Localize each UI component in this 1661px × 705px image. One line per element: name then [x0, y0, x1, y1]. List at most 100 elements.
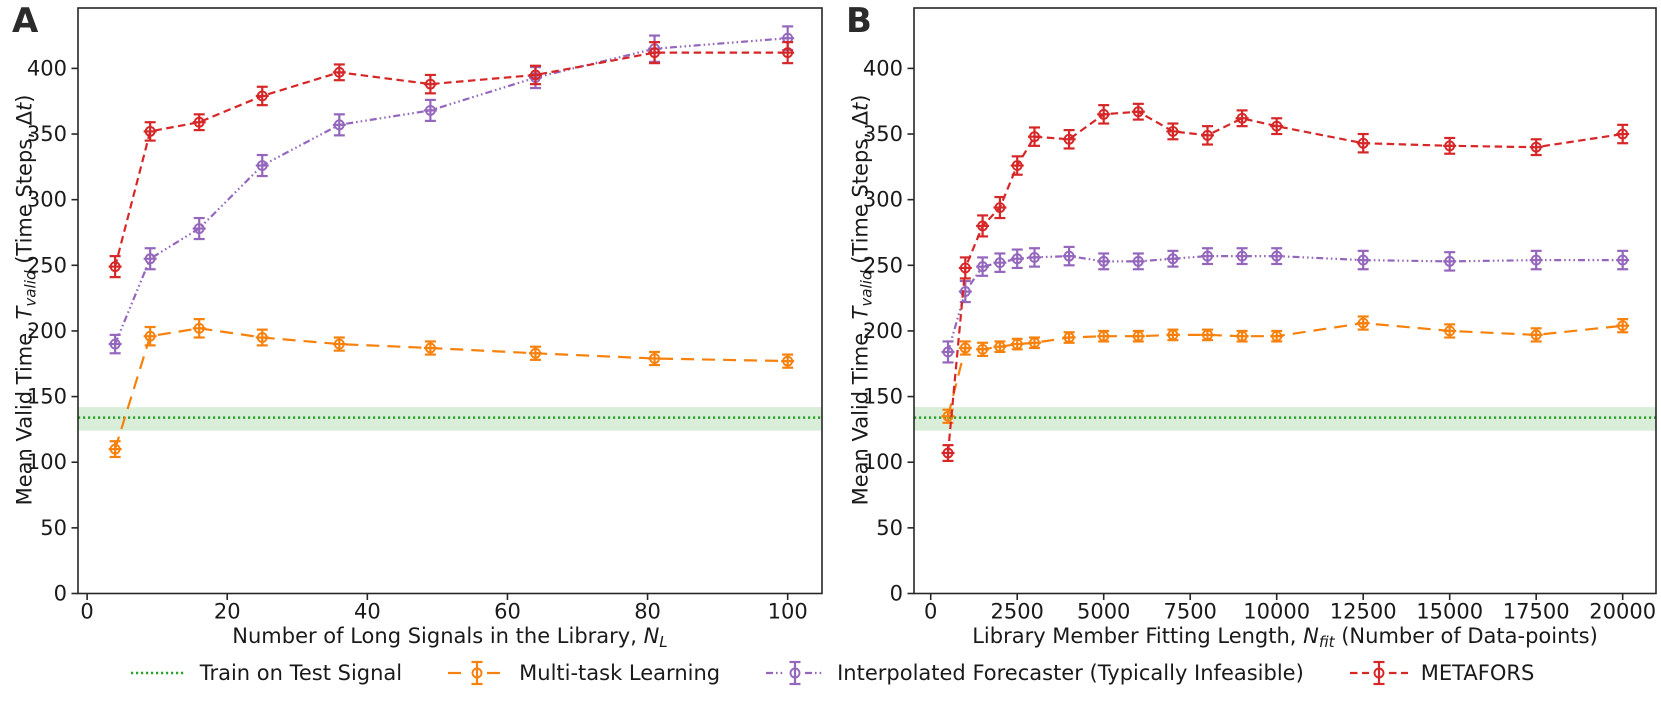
- data-point-marker: [1098, 108, 1110, 120]
- data-point-marker: [1029, 131, 1040, 143]
- data-point-marker: [333, 338, 345, 350]
- data-point-marker: [109, 443, 121, 455]
- axis-title-segment: (Time Steps, Δ: [12, 111, 37, 271]
- data-point-marker: [1236, 250, 1248, 262]
- data-point-marker: [1617, 254, 1629, 266]
- data-point-marker: [1357, 254, 1369, 266]
- data-point-marker: [1132, 330, 1144, 342]
- axis-title-segment: valid: [21, 270, 40, 307]
- series-line: [114, 327, 788, 450]
- x-tick-label: 20000: [1589, 600, 1656, 623]
- axis-title-segment: ): [848, 94, 873, 103]
- data-point-marker: [1271, 250, 1283, 262]
- y-tick-label: 0: [890, 582, 903, 606]
- legend-item-3: Interpolated Forecaster (Typically Infea…: [764, 658, 1304, 688]
- x-tick-label: 60: [494, 600, 521, 623]
- data-point-marker: [424, 104, 436, 116]
- legend-item-2: Multi-task Learning: [446, 658, 720, 688]
- legend-label: METAFORS: [1420, 661, 1535, 685]
- series-metafors: [108, 41, 795, 279]
- y-tick-label: 100: [27, 450, 67, 474]
- data-point-marker: [1271, 330, 1283, 342]
- axis-title-segment: (Time Steps, Δ: [848, 111, 873, 271]
- data-point-marker: [1357, 317, 1369, 329]
- x-tick-label: 12500: [1330, 600, 1397, 623]
- data-point-marker: [109, 261, 121, 273]
- data-point-marker: [782, 47, 794, 59]
- data-point-marker: [1029, 251, 1040, 263]
- data-point-marker: [193, 223, 205, 234]
- axis-title-segment: t: [848, 102, 873, 112]
- data-point-marker: [333, 119, 345, 131]
- data-point-marker: [1098, 330, 1110, 342]
- baseline-band: [78, 407, 822, 431]
- data-point-marker: [649, 353, 661, 364]
- y-tick-label: 350: [27, 122, 67, 146]
- data-point-marker: [649, 47, 661, 59]
- legend-item-1: Train on Test Signal: [127, 658, 402, 688]
- y-tick-label: 50: [876, 516, 903, 540]
- x-tick-label: 10000: [1243, 600, 1310, 623]
- data-point-marker: [1202, 129, 1213, 141]
- axis-title-segment: Library Member Fitting Length,: [972, 624, 1304, 648]
- baseline-band: [914, 407, 1656, 431]
- series-mtl: [941, 315, 1630, 424]
- data-point-marker: [193, 322, 205, 334]
- data-point-marker: [959, 342, 971, 354]
- data-point-marker: [144, 125, 156, 137]
- axis-title-segment: T: [12, 306, 37, 320]
- data-point-marker: [1357, 137, 1369, 149]
- data-point-marker: [193, 116, 205, 128]
- series-metafors: [941, 102, 1630, 463]
- data-point-marker: [994, 341, 1006, 353]
- data-point-marker: [144, 253, 156, 265]
- x-tick-label: 2500: [990, 600, 1043, 623]
- data-point-marker: [256, 160, 268, 171]
- series-line: [946, 321, 1623, 417]
- x-tick-label: 80: [634, 600, 661, 623]
- x-tick-label: 20: [214, 600, 241, 623]
- data-point-marker: [1063, 332, 1075, 343]
- panel-b-plot: 0 2500 5000 7500 10000 12500 15000 17500 20000 0 5…: [863, 7, 1657, 623]
- plot-box: [913, 7, 1657, 595]
- data-point-marker: [1098, 255, 1110, 267]
- y-tick-label: 250: [863, 253, 903, 277]
- x-tick-label: 100: [768, 600, 808, 623]
- panel-a-letter: A: [12, 1, 39, 41]
- data-point-marker: [977, 261, 989, 273]
- axis-title-segment: t: [12, 102, 37, 112]
- data-point-marker: [1530, 254, 1542, 266]
- data-point-marker: [1011, 253, 1023, 265]
- data-point-marker: [256, 90, 268, 102]
- data-point-marker: [333, 66, 345, 78]
- data-point-marker: [1063, 250, 1075, 262]
- data-point-marker: [1444, 255, 1456, 267]
- data-point-marker: [424, 78, 436, 90]
- panel-b-xaxis-title: Library Member Fitting Length, Nfit (Num…: [914, 624, 1656, 651]
- data-point-marker: [1617, 320, 1629, 332]
- data-point-marker: [977, 220, 989, 232]
- legend-label: Train on Test Signal: [199, 661, 403, 685]
- data-point-marker: [1202, 250, 1213, 262]
- panel-b-yaxis-title: Mean Valid Time, Tvalid (Time Steps, Δt): [849, 95, 876, 506]
- y-tick-label: 400: [27, 56, 67, 80]
- series-line: [946, 110, 1623, 454]
- data-point-marker: [959, 286, 971, 298]
- data-point-marker: [1236, 330, 1248, 342]
- x-tick-label: 0: [80, 600, 93, 623]
- data-point-marker: [782, 355, 794, 367]
- legend-errorbar-swatch-icon: [448, 660, 507, 686]
- data-point-marker: [1167, 329, 1179, 341]
- series-line: [114, 51, 788, 267]
- data-point-marker: [424, 342, 436, 354]
- y-tick-label: 200: [863, 319, 903, 343]
- data-point-marker: [959, 262, 971, 274]
- legend-item-4: METAFORS: [1348, 658, 1534, 688]
- axis-title-segment: (Number of Data-points): [1334, 624, 1598, 648]
- plots-canvas: 0 20 40 60 80 100 0 50 100 150 200 250 300 350 400 0 250…: [27, 7, 1657, 623]
- data-point-marker: [1202, 329, 1213, 341]
- panel-a-yaxis-title: Mean Valid Time, Tvalid (Time Steps, Δt): [13, 95, 40, 506]
- data-point-marker: [942, 447, 954, 459]
- data-point-marker: [977, 343, 989, 355]
- legend-label: Interpolated Forecaster (Typically Infea…: [837, 661, 1304, 685]
